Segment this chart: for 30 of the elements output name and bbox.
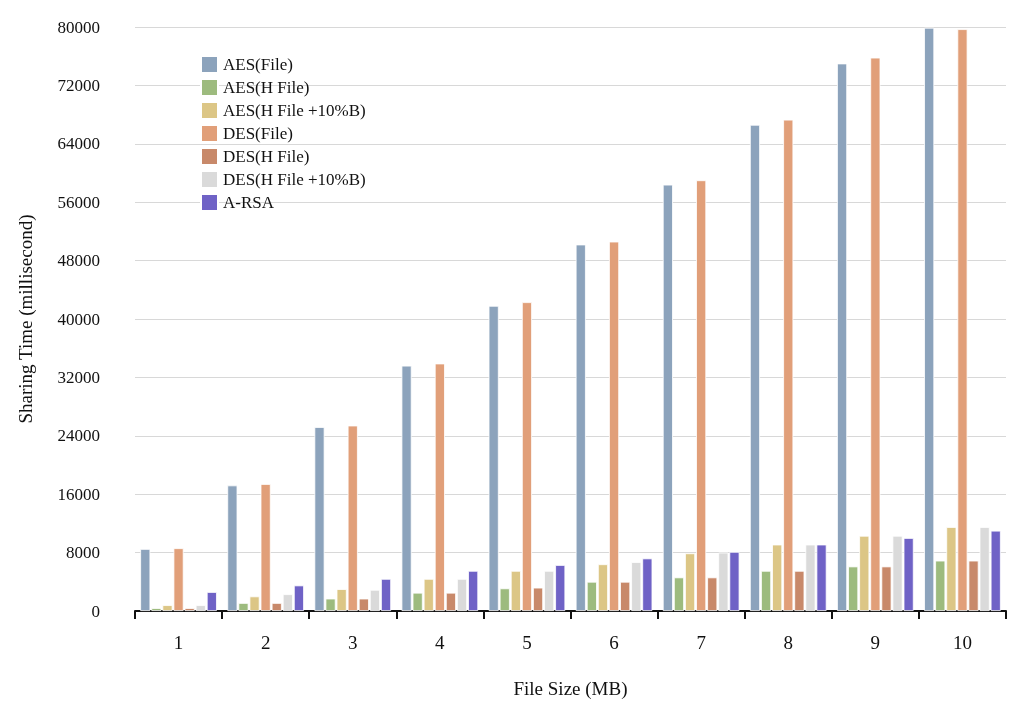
y-tick-label: 8000 [66, 543, 100, 563]
x-tick-label: 6 [609, 632, 619, 653]
x-tick-label: 8 [783, 632, 793, 653]
y-tick-label: 56000 [57, 192, 100, 212]
y-tick-label: 72000 [57, 75, 100, 95]
legend-label: DES(File) [223, 124, 293, 143]
y-axis-title: Sharing Time (millisecond) [15, 214, 37, 424]
legend-label: AES(H File) [223, 78, 310, 97]
legend-label: DES(H File +10%B) [223, 170, 366, 189]
x-tick-label: 9 [870, 632, 881, 653]
x-tick-label: 1 [173, 632, 184, 653]
y-tick-label: 32000 [57, 367, 100, 387]
y-tick-label: 40000 [57, 309, 100, 329]
x-tick-label: 10 [952, 632, 972, 653]
x-tick-label: 4 [435, 632, 446, 653]
x-tick-label: 7 [696, 632, 706, 653]
x-tick-label: 2 [260, 632, 271, 653]
legend-label: DES(H File) [223, 147, 310, 166]
x-axis-title: File Size (MB) [513, 678, 628, 700]
legend-label: AES(File) [223, 55, 293, 74]
y-tick-label: 48000 [57, 251, 100, 271]
y-tick-label: 64000 [57, 134, 100, 154]
y-tick-label: 24000 [57, 426, 100, 446]
legend-label: A-RSA [223, 193, 275, 212]
legend-label: AES(H File +10%B) [223, 101, 366, 120]
x-tick-label: 3 [348, 632, 358, 653]
y-tick-label: 80000 [57, 17, 100, 37]
y-tick-label: 0 [91, 601, 100, 621]
y-tick-label: 16000 [57, 484, 100, 504]
x-tick-label: 5 [522, 632, 532, 653]
